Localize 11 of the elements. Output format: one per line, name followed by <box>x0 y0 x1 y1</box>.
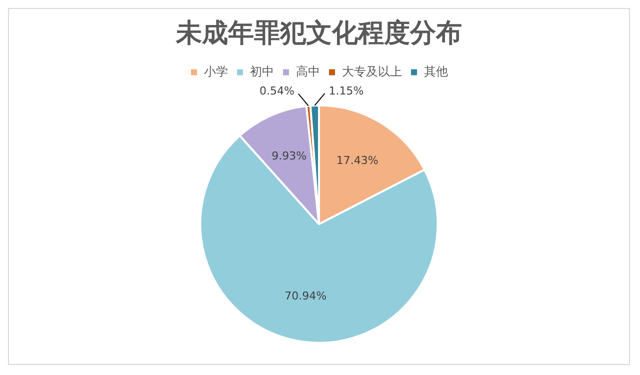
chart-title: 未成年罪犯文化程度分布 <box>175 18 462 48</box>
data-label: 9.93% <box>272 150 307 163</box>
data-label: 17.43% <box>336 154 378 168</box>
legend-label: 大专及以上 <box>342 64 402 78</box>
data-label: 1.15% <box>328 84 364 98</box>
legend-label: 初中 <box>250 64 274 78</box>
legend-label: 高中 <box>296 64 320 78</box>
legend-label: 小学 <box>204 64 228 78</box>
data-label: 0.54% <box>259 84 294 98</box>
data-label: 70.94% <box>284 289 327 302</box>
legend-label: 其他 <box>424 64 448 78</box>
